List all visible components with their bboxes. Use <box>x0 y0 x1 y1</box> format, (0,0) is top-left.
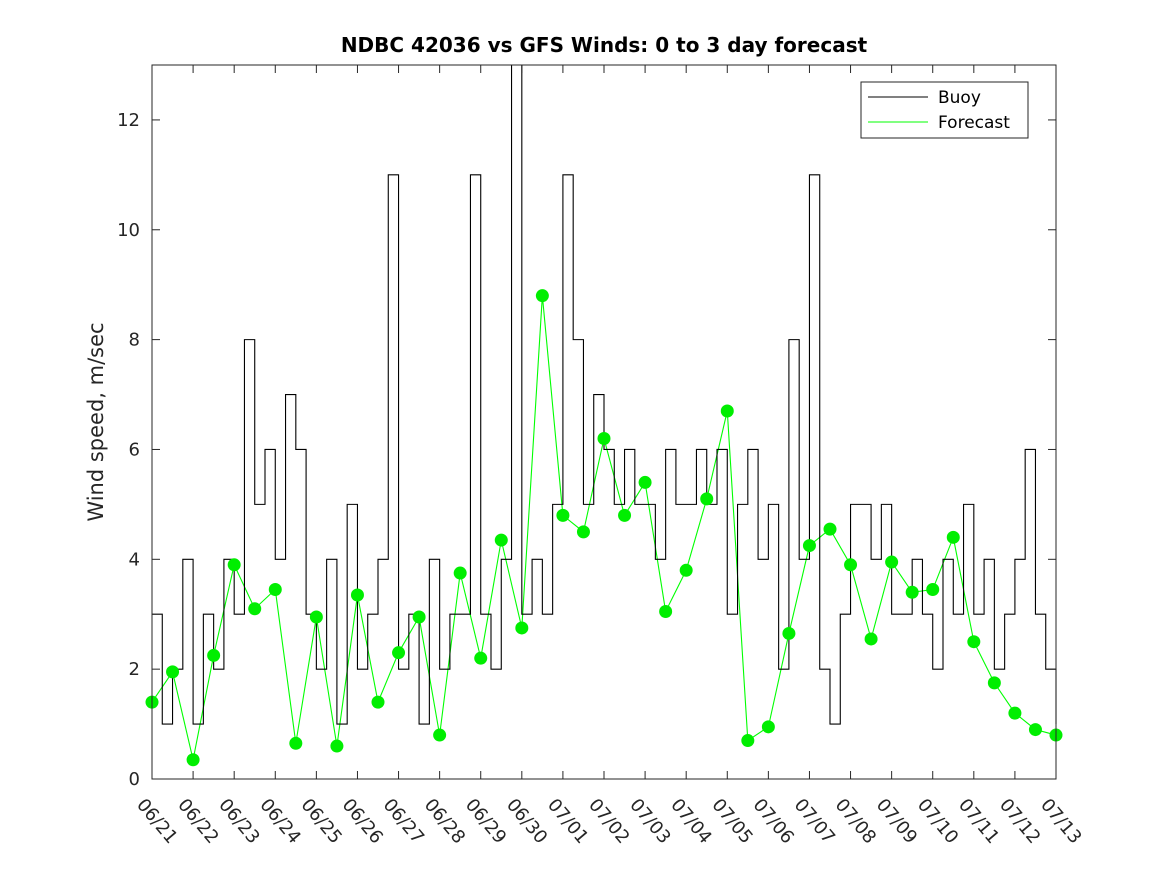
forecast-point <box>741 734 755 748</box>
forecast-point <box>412 610 426 624</box>
forecast-point <box>309 610 323 624</box>
forecast-point <box>515 621 529 635</box>
y-axis: 0 2 4 6 8 10 12 <box>117 110 1056 790</box>
forecast-point <box>905 585 919 599</box>
y-tick-label: 2 <box>129 659 140 680</box>
forecast-point <box>597 431 611 445</box>
forecast-point <box>1008 706 1022 720</box>
forecast-point <box>659 604 673 618</box>
legend: Buoy Forecast <box>860 81 1029 139</box>
forecast-point <box>371 695 385 709</box>
legend-label-forecast: Forecast <box>938 113 1010 133</box>
forecast-point <box>823 522 837 536</box>
chart-title: NDBC 42036 vs GFS Winds: 0 to 3 day fore… <box>341 33 868 57</box>
forecast-point <box>967 635 981 649</box>
forecast-point <box>207 648 221 662</box>
y-tick-label: 6 <box>129 439 140 460</box>
forecast-point <box>474 651 488 665</box>
forecast-point <box>248 602 262 616</box>
forecast-point <box>679 563 693 577</box>
y-tick-label: 12 <box>117 110 140 131</box>
forecast-point <box>864 632 878 646</box>
forecast-point <box>556 508 570 522</box>
forecast-point <box>638 475 652 489</box>
forecast-point <box>330 739 344 753</box>
forecast-point <box>268 583 282 597</box>
forecast-point <box>926 583 940 597</box>
forecast-point <box>494 533 508 547</box>
forecast-point <box>289 736 303 750</box>
forecast-point <box>453 566 467 580</box>
forecast-point <box>844 558 858 572</box>
forecast-point <box>782 626 796 640</box>
forecast-point <box>535 289 549 303</box>
y-tick-label: 4 <box>129 549 140 570</box>
forecast-point <box>1028 723 1042 737</box>
y-tick-label: 8 <box>129 330 140 351</box>
forecast-point <box>350 588 364 602</box>
forecast-point <box>392 646 406 660</box>
forecast-point <box>761 720 775 734</box>
forecast-point <box>227 558 241 572</box>
forecast-point <box>987 676 1001 690</box>
forecast-point <box>885 555 899 569</box>
forecast-point <box>802 539 816 553</box>
forecast-point <box>576 525 590 539</box>
forecast-point <box>720 404 734 418</box>
forecast-point <box>946 530 960 544</box>
forecast-point <box>618 508 632 522</box>
y-axis-label: Wind speed, m/sec <box>84 322 108 521</box>
forecast-point <box>166 665 180 679</box>
legend-label-buoy: Buoy <box>938 88 981 108</box>
forecast-point <box>700 492 714 506</box>
forecast-point <box>186 753 200 767</box>
y-tick-label: 10 <box>117 220 140 241</box>
forecast-point <box>433 728 447 742</box>
y-tick-label: 0 <box>129 769 140 790</box>
legend-box <box>860 81 1029 139</box>
forecast-points <box>145 289 1063 767</box>
